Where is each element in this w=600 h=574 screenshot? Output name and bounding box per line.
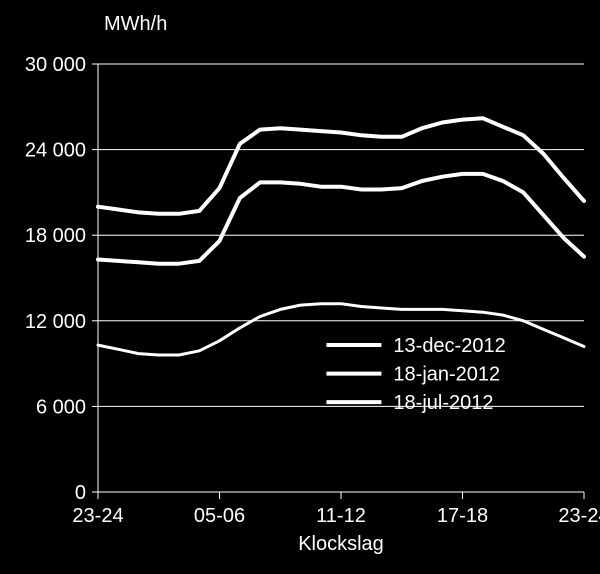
y-tick-label: 18 000	[25, 225, 86, 247]
x-axis-title: Klockslag	[298, 533, 384, 555]
x-tick-label: 11-12	[316, 505, 366, 527]
y-tick-label: 0	[75, 482, 86, 504]
y-tick-label: 30 000	[25, 54, 86, 76]
x-tick-label: 05-06	[194, 505, 245, 527]
y-tick-label: 24 000	[25, 140, 86, 162]
y-tick-label: 6 000	[36, 396, 86, 418]
legend-label: 18-jan-2012	[393, 364, 500, 386]
legend-label: 18-jul-2012	[393, 392, 493, 414]
x-tick-label: 23-24	[72, 505, 123, 527]
chart-container: MWh/h 0 6 000 12 000 18 000 24 000 30 000 23-24…	[0, 0, 600, 574]
x-tick-label: 23-24	[558, 505, 600, 527]
legend-label: 13-dec-2012	[393, 335, 505, 357]
line-chart: MWh/h 0 6 000 12 000 18 000 24 000 30 000 23-24…	[0, 0, 600, 574]
y-axis-title: MWh/h	[104, 13, 167, 35]
x-tick-label: 17-18	[437, 505, 488, 527]
y-tick-label: 12 000	[25, 311, 86, 333]
chart-background	[0, 0, 600, 574]
